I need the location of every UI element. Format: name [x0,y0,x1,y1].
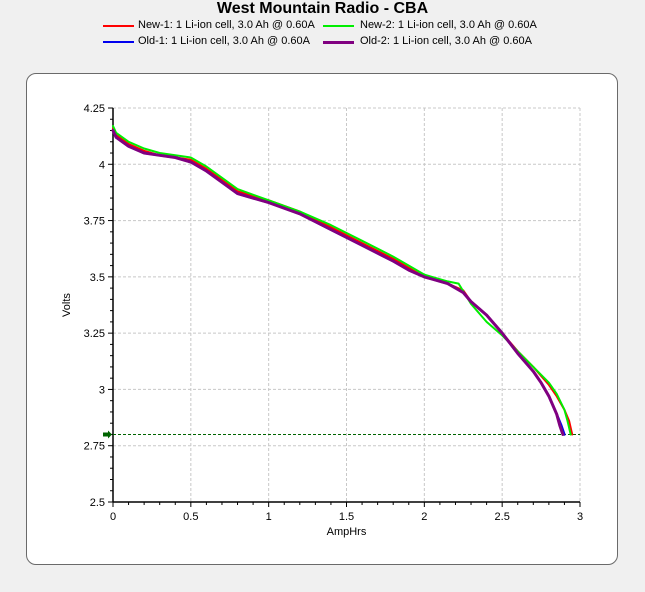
legend-label-old-1: Old-1: 1 Li-ion cell, 3.0 Ah @ 0.60A [138,35,310,47]
legend-label-new-1: New-1: 1 Li-ion cell, 3.0 Ah @ 0.60A [138,19,315,31]
legend-label-new-2: New-2: 1 Li-ion cell, 3.0 Ah @ 0.60A [360,19,537,31]
x-axis-label: AmpHrs [327,526,367,538]
legend-swatch-new-2 [323,25,354,27]
x-tick-label: 0.5 [183,511,198,523]
legend-label-old-2: Old-2: 1 Li-ion cell, 3.0 Ah @ 0.60A [360,35,532,47]
x-tick-label: 1 [266,511,272,523]
legend-swatch-new-1 [103,25,134,27]
x-tick-label: 2.5 [495,511,510,523]
y-tick-label: 2.5 [90,497,105,509]
y-tick-label: 4.25 [84,103,105,115]
chart-panel [26,73,618,565]
y-tick-label: 2.75 [84,441,105,453]
cutoff-marker-icon [103,430,112,439]
x-tick-label: 3 [577,511,583,523]
y-tick-label: 3.75 [84,216,105,228]
chart-title: West Mountain Radio - CBA [216,0,429,17]
x-tick-label: 2 [421,511,427,523]
series-line-0 [112,127,574,436]
series-line-2 [111,129,566,436]
legend-swatch-old-2 [323,41,354,44]
legend-swatch-old-1 [103,41,134,43]
y-tick-label: 3.5 [90,272,105,284]
x-tick-label: 1.5 [339,511,354,523]
y-tick-label: 3 [99,384,105,396]
y-axis-label: Volts [61,293,73,317]
y-tick-label: 3.25 [84,328,105,340]
x-tick-label: 0 [110,511,116,523]
series-line-1 [112,125,572,436]
series-line-3 [111,129,565,436]
y-tick-label: 4 [99,159,105,171]
